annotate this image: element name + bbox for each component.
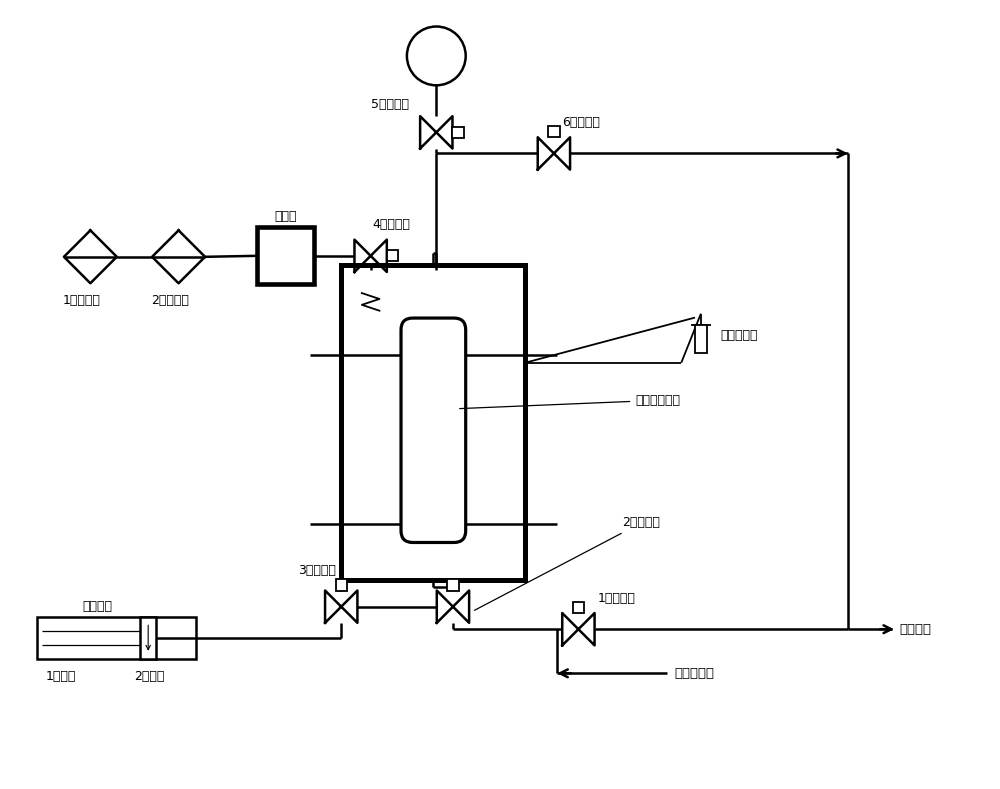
Text: 1号真空泵: 1号真空泵 xyxy=(63,294,101,307)
Text: 活塞气缸: 活塞气缸 xyxy=(83,600,113,612)
Bar xyxy=(257,227,314,284)
Bar xyxy=(548,126,560,137)
Text: 1号限位: 1号限位 xyxy=(45,671,76,683)
Text: 2号气动阀: 2号气动阀 xyxy=(475,516,660,610)
Text: 回发动机: 回发动机 xyxy=(900,623,932,636)
Text: 2号真空泵: 2号真空泵 xyxy=(151,294,189,307)
Text: 2号限位: 2号限位 xyxy=(134,671,165,683)
Bar xyxy=(140,618,156,659)
Bar xyxy=(387,250,398,261)
Bar xyxy=(573,602,584,613)
Bar xyxy=(336,579,347,590)
Text: 3号气动阀: 3号气动阀 xyxy=(298,564,336,578)
Bar xyxy=(695,325,707,353)
FancyBboxPatch shape xyxy=(401,318,466,543)
Text: 压力传感器: 压力传感器 xyxy=(720,329,758,342)
Text: 来自发动机: 来自发动机 xyxy=(674,667,714,680)
Bar xyxy=(447,579,459,590)
Bar xyxy=(452,127,464,138)
Text: 稳压腔: 稳压腔 xyxy=(274,211,297,223)
Bar xyxy=(341,264,525,580)
Text: 1号气动阀: 1号气动阀 xyxy=(598,592,636,604)
Text: 4号气动阀: 4号气动阀 xyxy=(373,219,410,231)
Text: 6号气动阀: 6号气动阀 xyxy=(562,116,600,129)
Text: 超声波振动棒: 超声波振动棒 xyxy=(460,394,680,409)
Text: 5号气动阀: 5号气动阀 xyxy=(371,98,409,110)
Bar xyxy=(37,618,196,659)
